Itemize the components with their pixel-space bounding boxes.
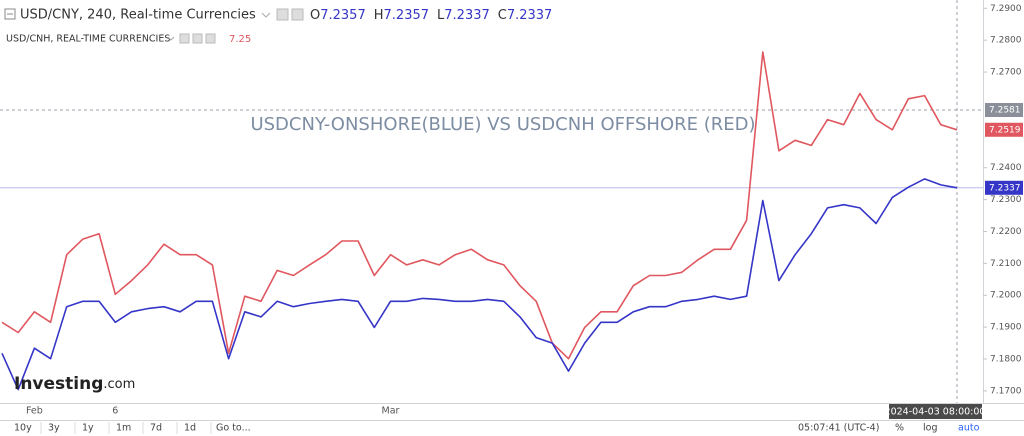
watermark-rest: .com — [103, 377, 135, 392]
ohlc-label: O — [310, 8, 320, 23]
price-label-box — [985, 180, 1023, 195]
y-tick-label: 7.2200 — [990, 227, 1022, 237]
ohlc-label: H — [374, 8, 384, 23]
price-label: 7.2519 — [989, 125, 1021, 135]
time-label-box — [889, 404, 982, 419]
watermark: Investing.com — [14, 374, 135, 394]
annotation: USDCNY-ONSHORE(BLUE) VS USDCNH OFFSHORE … — [250, 114, 755, 135]
y-tick-label: 7.2100 — [990, 259, 1022, 269]
y-tick-label: 7.2800 — [990, 36, 1022, 46]
option-button[interactable]: auto — [958, 423, 980, 434]
ohlc-label: L — [437, 8, 445, 23]
y-tick-label: 7.2300 — [990, 195, 1022, 205]
price-label-box — [985, 102, 1023, 117]
x-tick-label: Mar — [382, 406, 400, 417]
toolbar: 10y 3y 1y 1m 7d 1d Go to... 05:07:41 (UTC-4)% lo… — [14, 422, 980, 434]
ohlc: O7.2357 H7.2357 L7.2337 C7.2337 — [310, 8, 552, 23]
range-button[interactable]: 7d — [150, 423, 162, 434]
line-series — [1, 51, 958, 360]
y-tick-label: 7.2900 — [990, 4, 1022, 14]
option-button[interactable]: % — [895, 423, 904, 434]
x-tick-label: 6 — [112, 406, 118, 417]
plot — [0, 51, 983, 391]
icon[interactable] — [276, 8, 289, 21]
caret — [167, 36, 175, 41]
legend-title: USD/CNY, 240, Real-time Currencies — [20, 8, 256, 23]
ohlc-value: 7.2337 — [444, 8, 490, 23]
y-tick-label: 7.2000 — [990, 291, 1022, 301]
icon[interactable] — [205, 33, 216, 44]
clock: 05:07:41 (UTC-4) — [798, 423, 879, 434]
option-button[interactable]: log — [923, 423, 937, 434]
range-button[interactable]: 1m — [116, 423, 131, 434]
icon[interactable] — [192, 33, 203, 44]
y-tick-label: 7.1700 — [990, 386, 1022, 396]
range-button[interactable]: 3y — [48, 423, 60, 434]
ohlc-value: 7.2337 — [507, 8, 553, 23]
price-label: 7.2581 — [989, 105, 1021, 115]
time-label: 2024-04-03 08:00:00 — [885, 407, 986, 418]
price-label: 7.2337 — [989, 183, 1021, 193]
range-button[interactable]: 10y — [14, 423, 32, 434]
ohlc-value: 7.2357 — [320, 8, 366, 23]
watermark-bold: Investing — [14, 374, 103, 394]
range-button[interactable]: 1y — [82, 423, 94, 434]
line-series — [1, 178, 958, 391]
ohlc-label: C — [498, 8, 507, 23]
ohlc-value: 7.2357 — [384, 8, 430, 23]
y-tick-label: 7.2700 — [990, 68, 1022, 78]
x-tick-label: Feb — [26, 406, 43, 417]
secondary-value: 7.25 — [229, 34, 251, 45]
icon[interactable] — [291, 8, 304, 21]
goto-button[interactable]: Go to... — [216, 423, 251, 434]
caret — [261, 12, 271, 18]
secondary-legend: USD/CNH, REAL-TIME CURRENCIES — [6, 34, 170, 45]
y-tick-label: 7.1800 — [990, 355, 1022, 365]
y-tick-label: 7.1900 — [990, 323, 1022, 333]
icon[interactable] — [179, 33, 190, 44]
range-button[interactable]: 1d — [184, 423, 196, 434]
y-tick-label: 7.2400 — [990, 163, 1022, 173]
collapse-icon[interactable] — [4, 8, 16, 20]
price-label-box — [985, 122, 1023, 137]
